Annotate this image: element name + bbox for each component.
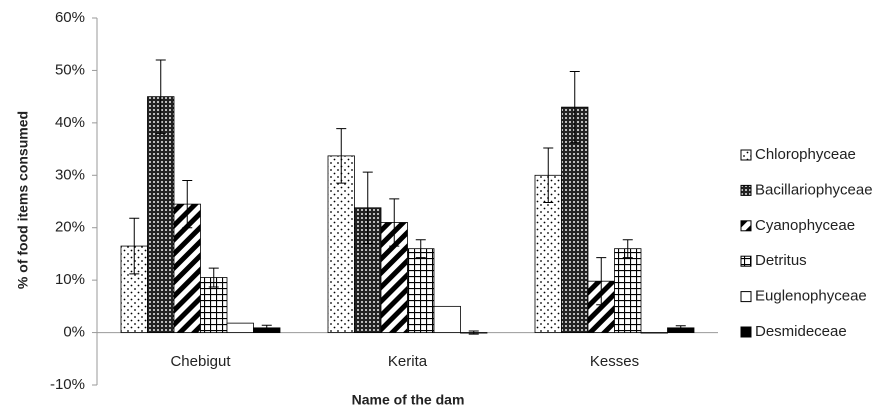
bar [640,332,668,334]
y-tick-label: 0% [63,324,85,341]
bar [173,203,201,333]
error-bar [155,59,166,134]
legend-swatch [740,291,752,303]
error-bar [261,324,272,331]
bar [226,322,254,333]
error-bar [543,147,554,204]
legend-label: Cyanophyceae [755,217,855,234]
y-tick-label: 60% [55,9,85,26]
y-tick-label: 10% [55,271,85,288]
x-tick-label: Chebigut [170,353,231,370]
error-bar [675,325,686,331]
error-bar [182,180,193,229]
legend-swatch [740,255,752,267]
legend-swatch [740,184,752,196]
error-bar [336,128,347,184]
bar [561,106,589,333]
y-tick-label: 30% [55,166,85,183]
y-axis-title: % of food items consumed [15,111,31,289]
error-bar [596,257,607,306]
error-bar [208,267,219,288]
bar [147,96,175,333]
error-bar [129,217,140,275]
bar [614,248,642,333]
y-tick-label: 40% [55,114,85,131]
legend-label: Chlorophyceae [755,146,856,163]
legend-swatch [740,326,752,338]
bar [433,305,461,333]
legend-swatch [740,149,752,161]
y-tick-label: 50% [55,61,85,78]
legend-swatch [740,220,752,232]
error-bar [569,70,580,144]
x-axis-title: Name of the dam [352,392,465,408]
x-tick-label: Kesses [590,353,639,370]
legend-label: Bacillariophyceae [755,181,873,198]
x-tick-label: Kerita [388,353,428,370]
legend-label: Desmideceae [755,323,847,340]
error-bar [415,239,426,259]
error-bar [389,198,400,247]
y-tick-label: 20% [55,219,85,236]
bar [407,248,435,333]
legend-label: Detritus [755,252,807,269]
error-bar [468,330,479,335]
legend-label: Euglenophyceae [755,288,867,305]
error-bar [622,239,633,259]
error-bar [362,171,373,244]
y-tick-label: -10% [50,376,85,393]
